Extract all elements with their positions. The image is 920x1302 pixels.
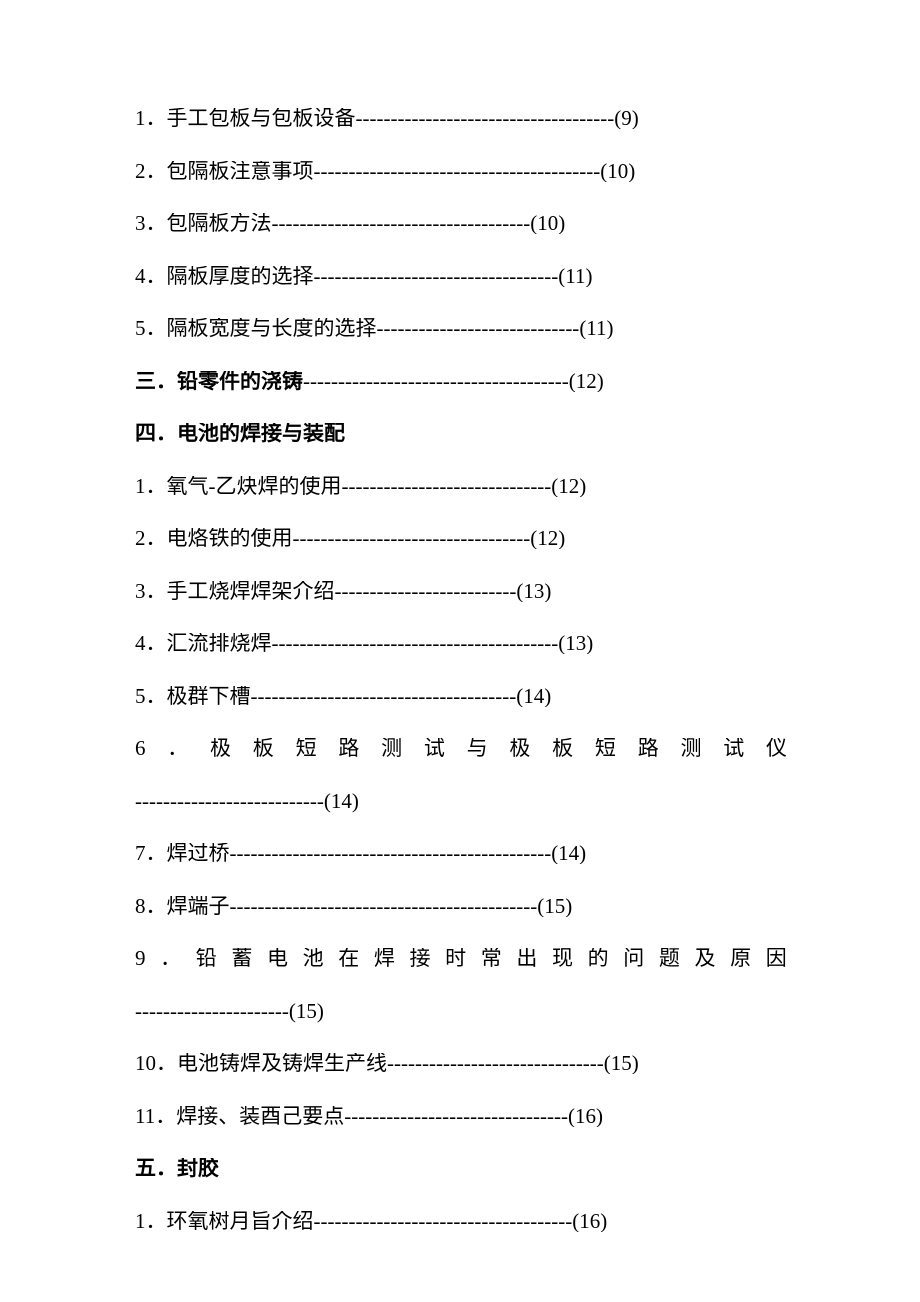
entry-num: 三． bbox=[135, 371, 177, 392]
toc-entry: 3．手工烧焊焊架介绍--------------------------(13) bbox=[135, 581, 787, 602]
toc-entry: 1．手工包板与包板设备-----------------------------… bbox=[135, 108, 787, 129]
entry-page: (15) bbox=[604, 1053, 639, 1074]
toc-entry: 8．焊端子-----------------------------------… bbox=[135, 896, 787, 917]
entry-num: 1． bbox=[135, 476, 167, 497]
entry-leader: --------------------------- bbox=[135, 789, 324, 813]
toc-entry: 1．环氧树月旨介绍-------------------------------… bbox=[135, 1211, 787, 1232]
entry-num: 1． bbox=[135, 108, 167, 129]
entry-num: 10． bbox=[135, 1053, 177, 1074]
entry-page: (11) bbox=[579, 318, 613, 339]
toc-entry: 3．包隔板方法---------------------------------… bbox=[135, 213, 787, 234]
entry-num: 五． bbox=[135, 1158, 177, 1179]
toc-section-heading: 五．封胶 bbox=[135, 1158, 787, 1179]
toc-entry: 4．汇流排烧焊---------------------------------… bbox=[135, 633, 787, 654]
toc-entry: 5．极群下槽----------------------------------… bbox=[135, 686, 787, 707]
entry-leader: ----------------------------------------… bbox=[314, 161, 601, 182]
toc-entry: 10．电池铸焊及铸焊生产线---------------------------… bbox=[135, 1053, 787, 1074]
entry-title: 手工包板与包板设备 bbox=[167, 108, 356, 129]
toc-entry: 1．氧气-乙炔焊的使用-----------------------------… bbox=[135, 476, 787, 497]
entry-leader: ----------------------------------------… bbox=[272, 633, 559, 654]
entry-num: 3． bbox=[135, 581, 167, 602]
entry-leader: ------------------------------------- bbox=[356, 108, 615, 129]
entry-title: 氧气-乙炔焊的使用 bbox=[167, 476, 342, 497]
entry-num: 2． bbox=[135, 161, 167, 182]
entry-title: 环氧树月旨介绍 bbox=[167, 1211, 314, 1232]
entry-title: 电池的焊接与装配 bbox=[177, 423, 345, 444]
entry-leader: -------------------------------- bbox=[344, 1106, 568, 1127]
entry-title: 电池铸焊及铸焊生产线 bbox=[177, 1053, 387, 1074]
entry-title: 隔板宽度与长度的选择 bbox=[167, 318, 377, 339]
entry-title: 包隔板注意事项 bbox=[167, 161, 314, 182]
toc-entry: 5．隔板宽度与长度的选择----------------------------… bbox=[135, 318, 787, 339]
entry-page: (12) bbox=[551, 476, 586, 497]
entry-leader: ---------------------- bbox=[135, 999, 289, 1023]
entry-num: 11． bbox=[135, 1106, 176, 1127]
entry-leader: ------------------------------------- bbox=[314, 1211, 573, 1232]
entry-num: 3． bbox=[135, 213, 167, 234]
entry-title: 汇流排烧焊 bbox=[167, 633, 272, 654]
entry-leader: ----------------------------------- bbox=[314, 266, 559, 287]
entry-title: 焊过桥 bbox=[167, 843, 230, 864]
entry-page: (15) bbox=[537, 896, 572, 917]
entry-page: (12) bbox=[569, 371, 604, 392]
entry-title: 电烙铁的使用 bbox=[167, 528, 293, 549]
entry-title: 手工烧焊焊架介绍 bbox=[167, 581, 335, 602]
entry-leader: ----------------------------- bbox=[377, 318, 580, 339]
entry-page: (14) bbox=[324, 789, 359, 813]
toc-entry: 2．包隔板注意事项-------------------------------… bbox=[135, 161, 787, 182]
entry-leader: -------------------------- bbox=[335, 581, 517, 602]
entry-num: 四． bbox=[135, 423, 177, 444]
entry-num: 5． bbox=[135, 686, 167, 707]
entry-title: 铅零件的浇铸 bbox=[177, 371, 303, 392]
toc-entry: 2．电烙铁的使用--------------------------------… bbox=[135, 528, 787, 549]
toc-entry-continuation: ---------------------------(14) bbox=[135, 791, 787, 812]
entry-leader: ---------------------------------- bbox=[293, 528, 531, 549]
entry-leader: ------------------------------- bbox=[387, 1053, 604, 1074]
entry-num: 4． bbox=[135, 266, 167, 287]
entry-page: (16) bbox=[568, 1106, 603, 1127]
toc-section-heading: 三．铅零件的浇铸--------------------------------… bbox=[135, 371, 787, 392]
entry-page: (14) bbox=[551, 843, 586, 864]
toc-section-heading: 四．电池的焊接与装配 bbox=[135, 423, 787, 444]
entry-page: (10) bbox=[530, 213, 565, 234]
entry-page: (10) bbox=[600, 161, 635, 182]
toc-entry-continuation: ----------------------(15) bbox=[135, 1001, 787, 1022]
entry-page: (15) bbox=[289, 999, 324, 1023]
entry-leader: ----------------------------------------… bbox=[230, 896, 538, 917]
entry-num: 1． bbox=[135, 1211, 167, 1232]
entry-title: 封胶 bbox=[177, 1158, 219, 1179]
entry-num: 8． bbox=[135, 896, 167, 917]
entry-title: 焊端子 bbox=[167, 896, 230, 917]
entry-leader: ----------------------------------------… bbox=[230, 843, 552, 864]
entry-page: (16) bbox=[572, 1211, 607, 1232]
entry-num: 4． bbox=[135, 633, 167, 654]
entry-page: (11) bbox=[558, 266, 592, 287]
entry-title: 焊接、装酉己要点 bbox=[176, 1106, 344, 1127]
entry-leader: -------------------------------------- bbox=[251, 686, 517, 707]
entry-page: (14) bbox=[516, 686, 551, 707]
entry-title: 极群下槽 bbox=[167, 686, 251, 707]
entry-page: (13) bbox=[516, 581, 551, 602]
entry-page: (12) bbox=[530, 528, 565, 549]
entry-num: 7． bbox=[135, 843, 167, 864]
entry-title: 隔板厚度的选择 bbox=[167, 266, 314, 287]
toc-content: 1．手工包板与包板设备-----------------------------… bbox=[135, 108, 787, 1263]
entry-leader: ------------------------------ bbox=[342, 476, 552, 497]
toc-entry: 4．隔板厚度的选择-------------------------------… bbox=[135, 266, 787, 287]
entry-num: 2． bbox=[135, 528, 167, 549]
toc-entry-justified: 6．极板短路测试与极板短路测试仪 bbox=[135, 738, 787, 759]
entry-num: 5． bbox=[135, 318, 167, 339]
entry-page: (13) bbox=[558, 633, 593, 654]
entry-page: (9) bbox=[614, 108, 639, 129]
toc-entry-justified: 9．铅蓄电池在焊接时常出现的问题及原因 bbox=[135, 948, 787, 969]
entry-leader: -------------------------------------- bbox=[303, 371, 569, 392]
entry-leader: ------------------------------------- bbox=[272, 213, 531, 234]
toc-entry: 7．焊过桥-----------------------------------… bbox=[135, 843, 787, 864]
entry-title: 包隔板方法 bbox=[167, 213, 272, 234]
toc-entry: 11．焊接、装酉己要点-----------------------------… bbox=[135, 1106, 787, 1127]
